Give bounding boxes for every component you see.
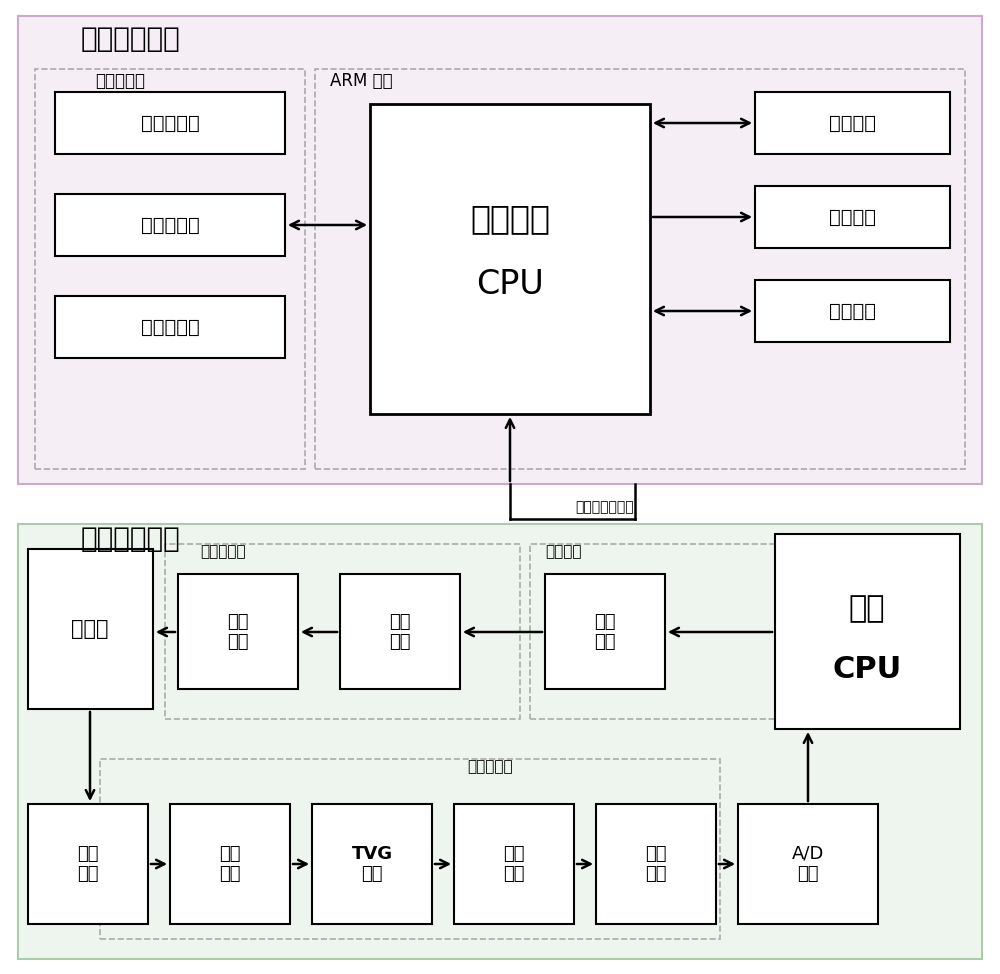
Text: A/D
采集: A/D 采集: [792, 844, 824, 883]
Text: 频率
合成: 频率 合成: [594, 613, 616, 652]
Text: 电源控制: 电源控制: [829, 207, 876, 227]
Text: 放大
滤波: 放大 滤波: [219, 844, 241, 883]
Bar: [312, 804, 432, 924]
Text: 数据存储: 数据存储: [829, 114, 876, 132]
Text: 隔离
匹配: 隔离 匹配: [77, 844, 99, 883]
Text: 换能器: 换能器: [71, 619, 109, 639]
Text: 通信模块: 通信模块: [829, 302, 876, 320]
Text: 信号接收机: 信号接收机: [467, 760, 513, 774]
Bar: [315, 69, 965, 469]
Text: 后置
放大: 后置 放大: [503, 844, 525, 883]
Bar: [738, 804, 878, 924]
Text: 信号处理: 信号处理: [545, 544, 582, 559]
Text: 压力传感器: 压力传感器: [141, 114, 199, 132]
Text: 测量处理单元: 测量处理单元: [80, 525, 180, 553]
Bar: [596, 804, 716, 924]
Bar: [775, 534, 960, 729]
Bar: [178, 574, 298, 689]
Text: 处理: 处理: [849, 594, 885, 623]
Bar: [755, 92, 950, 154]
Text: TVG
放大: TVG 放大: [351, 844, 393, 883]
Bar: [340, 574, 460, 689]
Text: 温度传感器: 温度传感器: [141, 318, 199, 336]
Text: 功率
放大: 功率 放大: [227, 613, 249, 652]
Bar: [18, 16, 982, 484]
Bar: [100, 759, 720, 939]
Text: 系统控制: 系统控制: [470, 203, 550, 236]
Bar: [755, 280, 950, 342]
Text: ARM 控制: ARM 控制: [330, 72, 393, 90]
Text: 命令、数据交互: 命令、数据交互: [575, 500, 634, 514]
Text: 控制
驱动: 控制 驱动: [389, 613, 411, 652]
Bar: [545, 574, 665, 689]
Bar: [530, 544, 870, 719]
Bar: [55, 92, 285, 154]
Text: CPU: CPU: [476, 268, 544, 301]
Bar: [55, 296, 285, 358]
Bar: [165, 544, 520, 719]
Bar: [755, 186, 950, 248]
Bar: [35, 69, 305, 469]
Bar: [55, 194, 285, 256]
Text: 正交
解调: 正交 解调: [645, 844, 667, 883]
Bar: [170, 804, 290, 924]
Text: 外部传感器: 外部传感器: [95, 72, 145, 90]
Text: 信号发射机: 信号发射机: [200, 544, 246, 559]
Bar: [28, 549, 153, 709]
Bar: [370, 104, 650, 414]
Bar: [18, 524, 982, 959]
Bar: [28, 804, 148, 924]
Bar: [454, 804, 574, 924]
Text: 姿态传感器: 姿态传感器: [141, 215, 199, 235]
Text: CPU: CPU: [832, 655, 902, 684]
Text: 系统控制单元: 系统控制单元: [80, 25, 180, 53]
